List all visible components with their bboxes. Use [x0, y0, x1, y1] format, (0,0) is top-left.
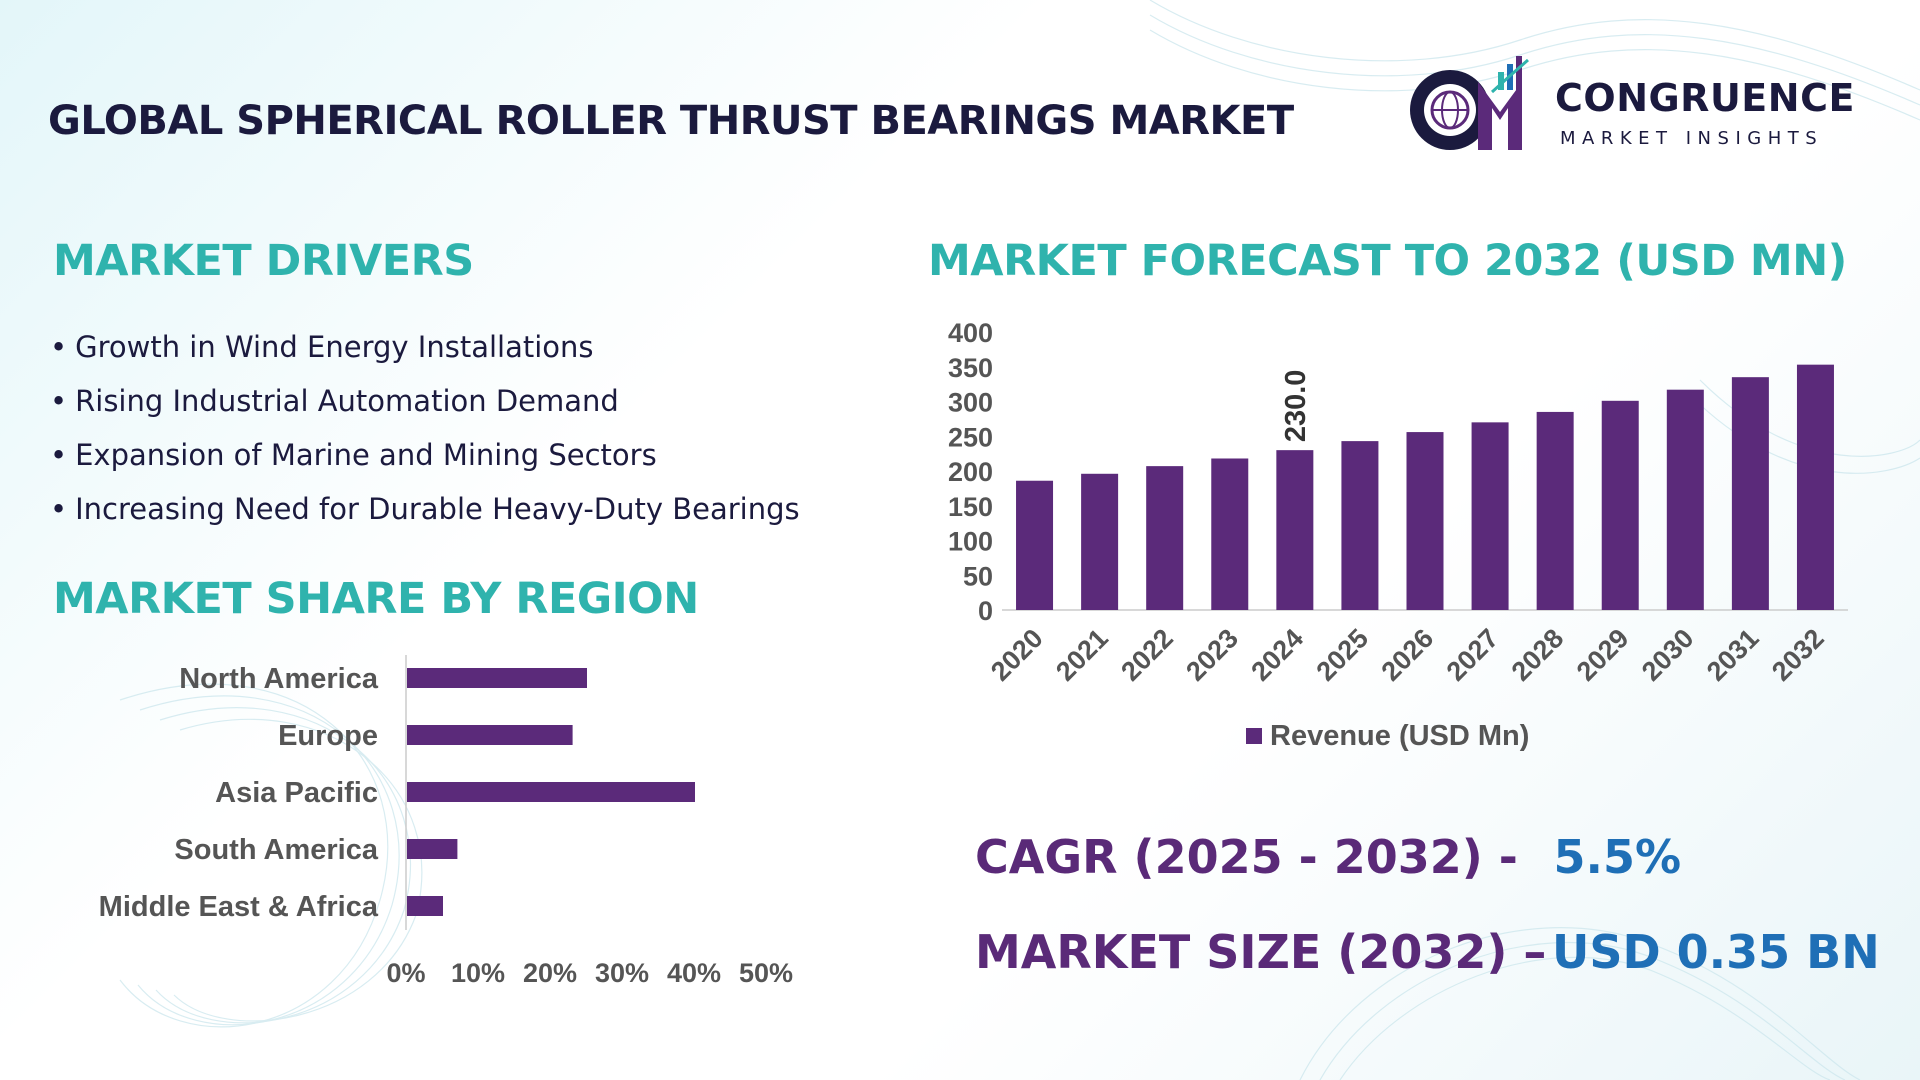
region-x-tick: 20%: [523, 958, 577, 988]
forecast-x-tick: 2030: [1636, 623, 1700, 687]
forecast-bar: [1666, 389, 1704, 610]
forecast-bar: [1211, 458, 1249, 610]
region-bar: [407, 839, 458, 859]
cagr-stat: CAGR (2025 - 2032) - 5.5%: [975, 830, 1681, 884]
forecast-bar: [1016, 480, 1054, 610]
driver-item: • Expansion of Marine and Mining Sectors: [50, 438, 657, 472]
forecast-x-tick: 2026: [1376, 623, 1440, 687]
region-x-tick: 10%: [451, 958, 505, 988]
region-category-label: Asia Pacific: [215, 777, 378, 809]
page-title: GLOBAL SPHERICAL ROLLER THRUST BEARINGS …: [48, 98, 1294, 144]
legend-swatch: [1246, 728, 1262, 744]
region-category-label: South America: [174, 834, 378, 866]
region-category-label: Middle East & Africa: [99, 891, 379, 923]
logo-tagline: MARKET INSIGHTS: [1560, 128, 1824, 149]
logo-mark: [1410, 56, 1529, 150]
drivers-list: • Growth in Wind Energy Installations • Ri…: [50, 320, 800, 536]
driver-item: • Increasing Need for Durable Heavy-Duty …: [50, 492, 800, 526]
forecast-y-tick: 350: [948, 353, 993, 383]
forecast-bar: [1146, 466, 1184, 610]
region-x-tick: 0%: [386, 958, 425, 988]
forecast-title: MARKET FORECAST TO 2032 (USD MN): [928, 236, 1847, 286]
forecast-y-tick: 150: [948, 492, 993, 522]
forecast-bar: [1276, 450, 1314, 610]
region-bar: [407, 896, 443, 916]
forecast-y-tick: 200: [948, 457, 993, 487]
region-x-tick: 30%: [595, 958, 649, 988]
driver-item: • Growth in Wind Energy Installations: [50, 330, 594, 364]
forecast-x-tick: 2022: [1115, 623, 1179, 687]
region-bar: [407, 782, 695, 802]
forecast-x-tick: 2025: [1310, 623, 1374, 687]
region-x-tick: 50%: [739, 958, 793, 988]
forecast-bar: [1796, 364, 1834, 610]
company-logo: CONGRUENCE MARKET INSIGHTS: [1400, 52, 1880, 162]
forecast-bar: [1601, 400, 1639, 610]
forecast-x-tick: 2028: [1506, 623, 1570, 687]
cagr-label: CAGR (2025 - 2032) -: [975, 830, 1518, 884]
forecast-y-tick: 50: [963, 561, 993, 591]
drivers-title: MARKET DRIVERS: [53, 236, 474, 286]
forecast-x-tick: 2032: [1766, 623, 1830, 687]
forecast-x-tick: 2023: [1180, 623, 1244, 687]
forecast-x-tick: 2020: [985, 623, 1049, 687]
forecast-bar: [1471, 422, 1509, 610]
forecast-bar: [1081, 473, 1119, 610]
forecast-bar: [1341, 441, 1379, 610]
logo-name: CONGRUENCE: [1555, 76, 1855, 120]
forecast-x-tick: 2029: [1571, 623, 1635, 687]
legend-label: Revenue (USD Mn): [1270, 720, 1529, 752]
forecast-bar: [1536, 411, 1574, 610]
growth-bars-icon: [1498, 72, 1504, 90]
forecast-data-label: 230.0: [1280, 370, 1312, 443]
market-size-label: MARKET SIZE (2032) –: [975, 925, 1547, 979]
forecast-y-tick: 250: [948, 422, 993, 452]
market-size-value: USD 0.35 BN: [1551, 925, 1880, 979]
cagr-value: 5.5%: [1553, 830, 1682, 884]
forecast-y-tick: 400: [948, 318, 993, 348]
forecast-x-tick: 2024: [1245, 623, 1309, 687]
forecast-bar: [1406, 432, 1444, 610]
forecast-y-tick: 100: [948, 527, 993, 557]
forecast-x-tick: 2031: [1701, 623, 1765, 687]
region-x-tick: 40%: [667, 958, 721, 988]
forecast-bar: [1731, 377, 1769, 610]
forecast-y-tick: 300: [948, 388, 993, 418]
region-title: MARKET SHARE BY REGION: [53, 574, 699, 624]
forecast-x-tick: 2027: [1441, 623, 1505, 687]
forecast-x-tick: 2021: [1050, 623, 1114, 687]
market-size-stat: MARKET SIZE (2032) – USD 0.35 BN: [975, 925, 1880, 979]
region-category-label: Europe: [278, 720, 378, 752]
forecast-y-tick: 0: [978, 596, 993, 626]
region-category-label: North America: [179, 663, 379, 695]
region-bar: [407, 668, 587, 688]
driver-item: • Rising Industrial Automation Demand: [50, 384, 619, 418]
region-bar: [407, 725, 573, 745]
